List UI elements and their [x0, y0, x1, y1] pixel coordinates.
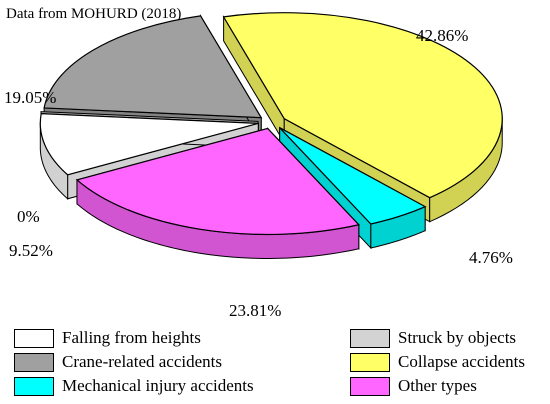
chart-title: Data from MOHURD (2018)	[6, 6, 182, 22]
legend-label-crane-related: Crane-related accidents	[62, 352, 222, 371]
legend-swatch-mechanical-injury	[14, 376, 54, 396]
legend-item-struck-by-objects: Struck by objects	[350, 326, 516, 350]
label-other-types: 23.81%	[229, 301, 282, 320]
legend-swatch-struck-by-objects	[350, 328, 390, 348]
legend-item-crane-related: Crane-related accidents	[14, 350, 222, 374]
slice-other-types	[75, 127, 360, 259]
slice-top-crane-related-accidents	[43, 15, 263, 119]
legend-label-other-types: Other types	[398, 376, 477, 395]
label-mechanical-injury: 4.76%	[469, 248, 513, 267]
legend-item-falling-from-heights: Falling from heights	[14, 326, 201, 350]
slice-top-mechanical-injury-accidents	[279, 127, 427, 225]
legend-swatch-other-types	[350, 376, 390, 396]
legend-item-collapse-accidents: Collapse accidents	[350, 350, 525, 374]
legend-swatch-crane-related	[14, 352, 54, 372]
slice-top-other-types	[75, 127, 360, 236]
label-collapse-accidents: 42.86%	[416, 26, 469, 45]
legend-item-mechanical-injury: Mechanical injury accidents	[14, 374, 254, 398]
legend-label-falling-from-heights: Falling from heights	[62, 328, 201, 347]
label-crane-related-accidents: 19.05%	[4, 88, 57, 107]
slice-top-falling-from-heights	[39, 113, 259, 176]
label-falling-from-heights: 9.52%	[9, 241, 53, 260]
legend-label-collapse-accidents: Collapse accidents	[398, 352, 525, 371]
slice-top-collapse-accidents	[222, 12, 503, 199]
legend-swatch-collapse-accidents	[350, 352, 390, 372]
legend-item-other-types: Other types	[350, 374, 477, 398]
legend-label-struck-by-objects: Struck by objects	[398, 328, 517, 347]
legend-label-mechanical-injury: Mechanical injury accidents	[62, 376, 254, 395]
legend-swatch-falling-from-heights	[14, 328, 54, 348]
label-struck-by-objects: 0%	[17, 207, 40, 226]
